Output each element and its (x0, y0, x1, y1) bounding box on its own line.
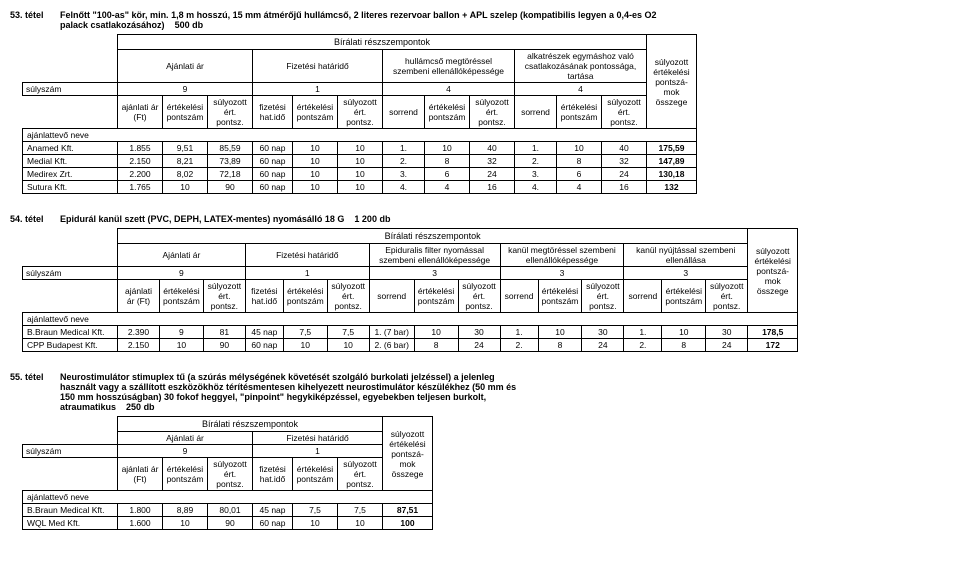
item-qty: 250 db (126, 402, 155, 412)
item-54-heading: 54. tétel Epidurál kanül szett (PVC, DEP… (10, 214, 950, 224)
item-54-section: 54. tétel Epidurál kanül szett (PVC, DEP… (10, 214, 950, 352)
offeror-header: ajánlattevő neve (23, 129, 697, 142)
crit-3: hullámcső megtöréssel szembeni ellenálló… (383, 50, 515, 83)
total-header: súlyozott értékelési pontszá-mok összege (647, 35, 697, 129)
item-53-heading: 53. tétel Felnőtt "100-as" kör, min. 1,8… (10, 10, 950, 30)
crit-4: alkatrészek egymáshoz való csatlakozásán… (515, 50, 647, 83)
weight-label: súlyszám (23, 83, 118, 96)
table-row: Medial Kft.2.1508,2173,8960 nap10102.832… (23, 155, 697, 168)
item-qty: 500 db (175, 20, 204, 30)
item-55-table: Bírálati részszempontok súlyozott értéke… (22, 416, 433, 530)
caption: Bírálati részszempontok (118, 35, 647, 50)
table-row: CPP Budapest Kft.2.150109060 nap10102. (… (23, 339, 798, 352)
table-row: B.Braun Medical Kft.2.39098145 nap7,57,5… (23, 326, 798, 339)
item-55-heading: 55. tétel Neurostimulátor stimuplex tű (… (10, 372, 950, 412)
item-53-table: Bírálati részszempontok súlyozott értéke… (22, 34, 697, 194)
item-title: Epidurál kanül szett (PVC, DEPH, LATEX-m… (60, 214, 950, 224)
item-title: Felnőtt "100-as" kör, min. 1,8 m hosszú,… (60, 10, 680, 30)
item-54-table: Bírálati részszempontok súlyozott értéke… (22, 228, 798, 352)
table-row: Anamed Kft.1.8559,5185,5960 nap10101.104… (23, 142, 697, 155)
item-qty: 1 200 db (354, 214, 390, 224)
item-53-section: 53. tétel Felnőtt "100-as" kör, min. 1,8… (10, 10, 950, 194)
item-no: 53. tétel (10, 10, 60, 20)
table-row: Medirex Zrt.2.2008,0272,1860 nap10103.62… (23, 168, 697, 181)
crit-term: Fizetési határidő (253, 50, 383, 83)
item-title: Neurostimulátor stimuplex tű (a szúrás m… (60, 372, 520, 412)
table-row: B.Braun Medical Kft.1.8008,8980,0145 nap… (23, 504, 433, 517)
item-55-section: 55. tétel Neurostimulátor stimuplex tű (… (10, 372, 950, 530)
item-no: 55. tétel (10, 372, 60, 382)
table-row: Sutura Kft.1.765109060 nap10104.4164.416… (23, 181, 697, 194)
table-row: WQL Med Kft.1.600109060 nap1010100 (23, 517, 433, 530)
item-no: 54. tétel (10, 214, 60, 224)
crit-price: Ajánlati ár (118, 50, 253, 83)
